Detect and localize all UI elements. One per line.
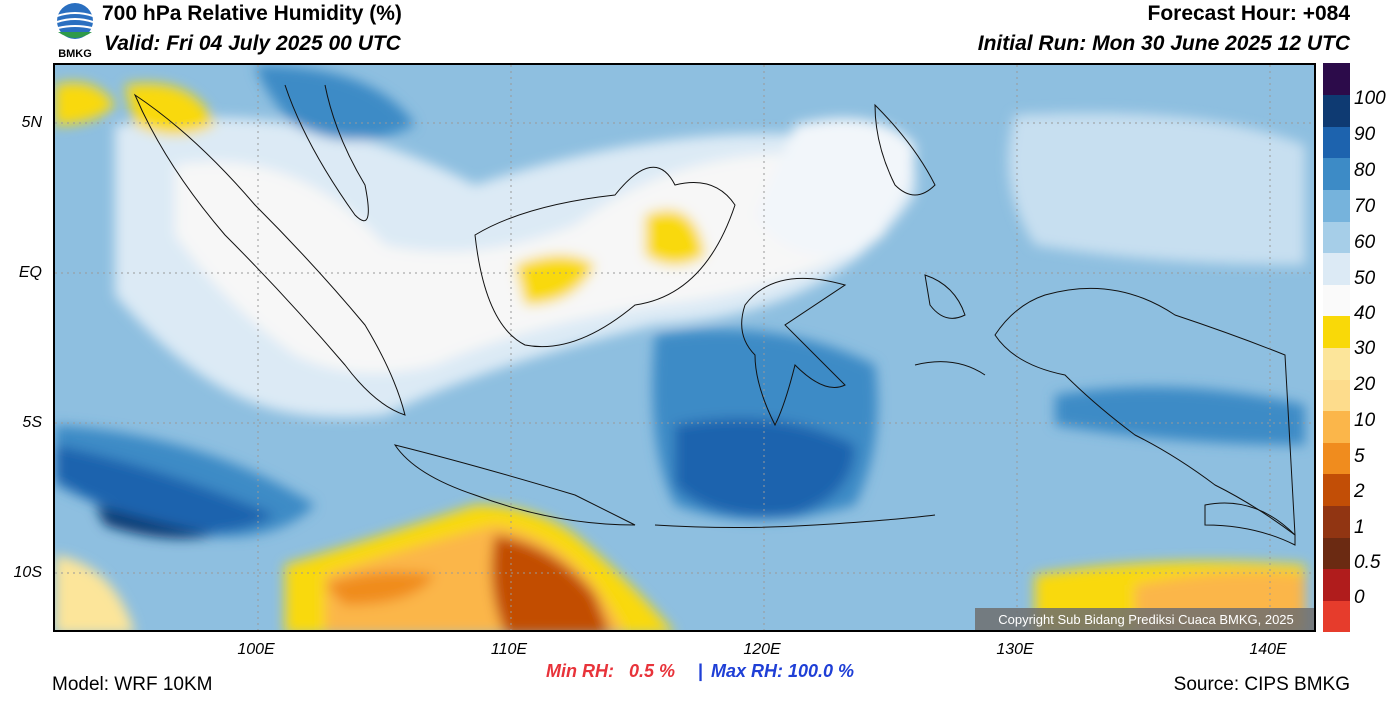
- colorbar-segment: [1323, 505, 1350, 538]
- lon-label-140e: 140E: [1249, 641, 1287, 658]
- chart-title: 700 hPa Relative Humidity (%): [102, 2, 402, 25]
- colorbar-segment: [1323, 157, 1350, 190]
- map-grid: [55, 65, 1314, 630]
- colorbar-segment: [1323, 347, 1350, 380]
- min-rh: Min RH: 0.5 %: [546, 661, 676, 681]
- colorbar-label: 70: [1354, 196, 1376, 217]
- copyright-notice: Copyright Sub Bidang Prediksi Cuaca BMKG…: [975, 608, 1314, 630]
- coastlines: [133, 84, 1296, 546]
- colorbar-label: 90: [1354, 124, 1376, 145]
- colorbar-segment: [1323, 379, 1350, 412]
- colorbar-label: 2: [1354, 481, 1365, 502]
- colorbar-segment: [1323, 537, 1350, 570]
- model-label: Model: WRF 10KM: [52, 674, 213, 695]
- lat-label-10s: 10S: [13, 564, 42, 581]
- svg-text:BMKG: BMKG: [58, 48, 92, 60]
- colorbar: [1323, 63, 1350, 633]
- colorbar-segment: [1323, 600, 1350, 633]
- colorbar-label: 60: [1354, 232, 1376, 253]
- initial-run: Initial Run: Mon 30 June 2025 12 UTC: [977, 32, 1350, 55]
- bmkg-logo: BMKG: [56, 3, 94, 60]
- source-label: Source: CIPS BMKG: [1173, 674, 1350, 695]
- colorbar-label: 40: [1354, 303, 1376, 324]
- max-rh: Max RH: 100.0 %: [711, 661, 855, 681]
- colorbar-segment: [1323, 568, 1350, 601]
- lon-label-120e: 120E: [743, 641, 781, 658]
- colorbar-label: 50: [1354, 268, 1376, 289]
- colorbar-segment: [1323, 94, 1350, 127]
- colorbar-segment: [1323, 252, 1350, 285]
- forecast-hour: Forecast Hour: +084: [1147, 2, 1351, 25]
- colorbar-segment: [1323, 410, 1350, 443]
- lat-label-5s: 5S: [22, 414, 42, 431]
- colorbar-segment: [1323, 442, 1350, 475]
- colorbar-label: 1: [1354, 517, 1365, 538]
- colorbar-segment: [1323, 221, 1350, 254]
- colorbar-segment: [1323, 315, 1350, 348]
- colorbar-label: 5: [1354, 446, 1365, 467]
- lon-label-130e: 130E: [996, 641, 1034, 658]
- map-canvas: [55, 65, 1314, 630]
- colorbar-label: 80: [1354, 160, 1376, 181]
- stats-separator: |: [698, 661, 704, 681]
- colorbar-label: 30: [1354, 338, 1376, 359]
- colorbar-label: 10: [1354, 410, 1376, 431]
- lon-label-100e: 100E: [237, 641, 275, 658]
- colorbar-segment: [1323, 189, 1350, 222]
- colorbar-label: 20: [1354, 374, 1376, 395]
- humidity-map: Copyright Sub Bidang Prediksi Cuaca BMKG…: [53, 63, 1316, 632]
- colorbar-label: 100: [1354, 88, 1386, 109]
- colorbar-segment: [1323, 473, 1350, 507]
- valid-time: Valid: Fri 04 July 2025 00 UTC: [104, 32, 401, 55]
- colorbar-segment: [1323, 284, 1350, 317]
- lat-label-eq: EQ: [18, 264, 42, 281]
- colorbar-label: 0: [1354, 587, 1365, 608]
- lat-label-5n: 5N: [21, 114, 42, 131]
- colorbar-segment: [1323, 63, 1350, 96]
- lon-label-110e: 110E: [490, 641, 528, 658]
- colorbar-label: 0.5: [1354, 552, 1381, 573]
- colorbar-segment: [1323, 126, 1350, 159]
